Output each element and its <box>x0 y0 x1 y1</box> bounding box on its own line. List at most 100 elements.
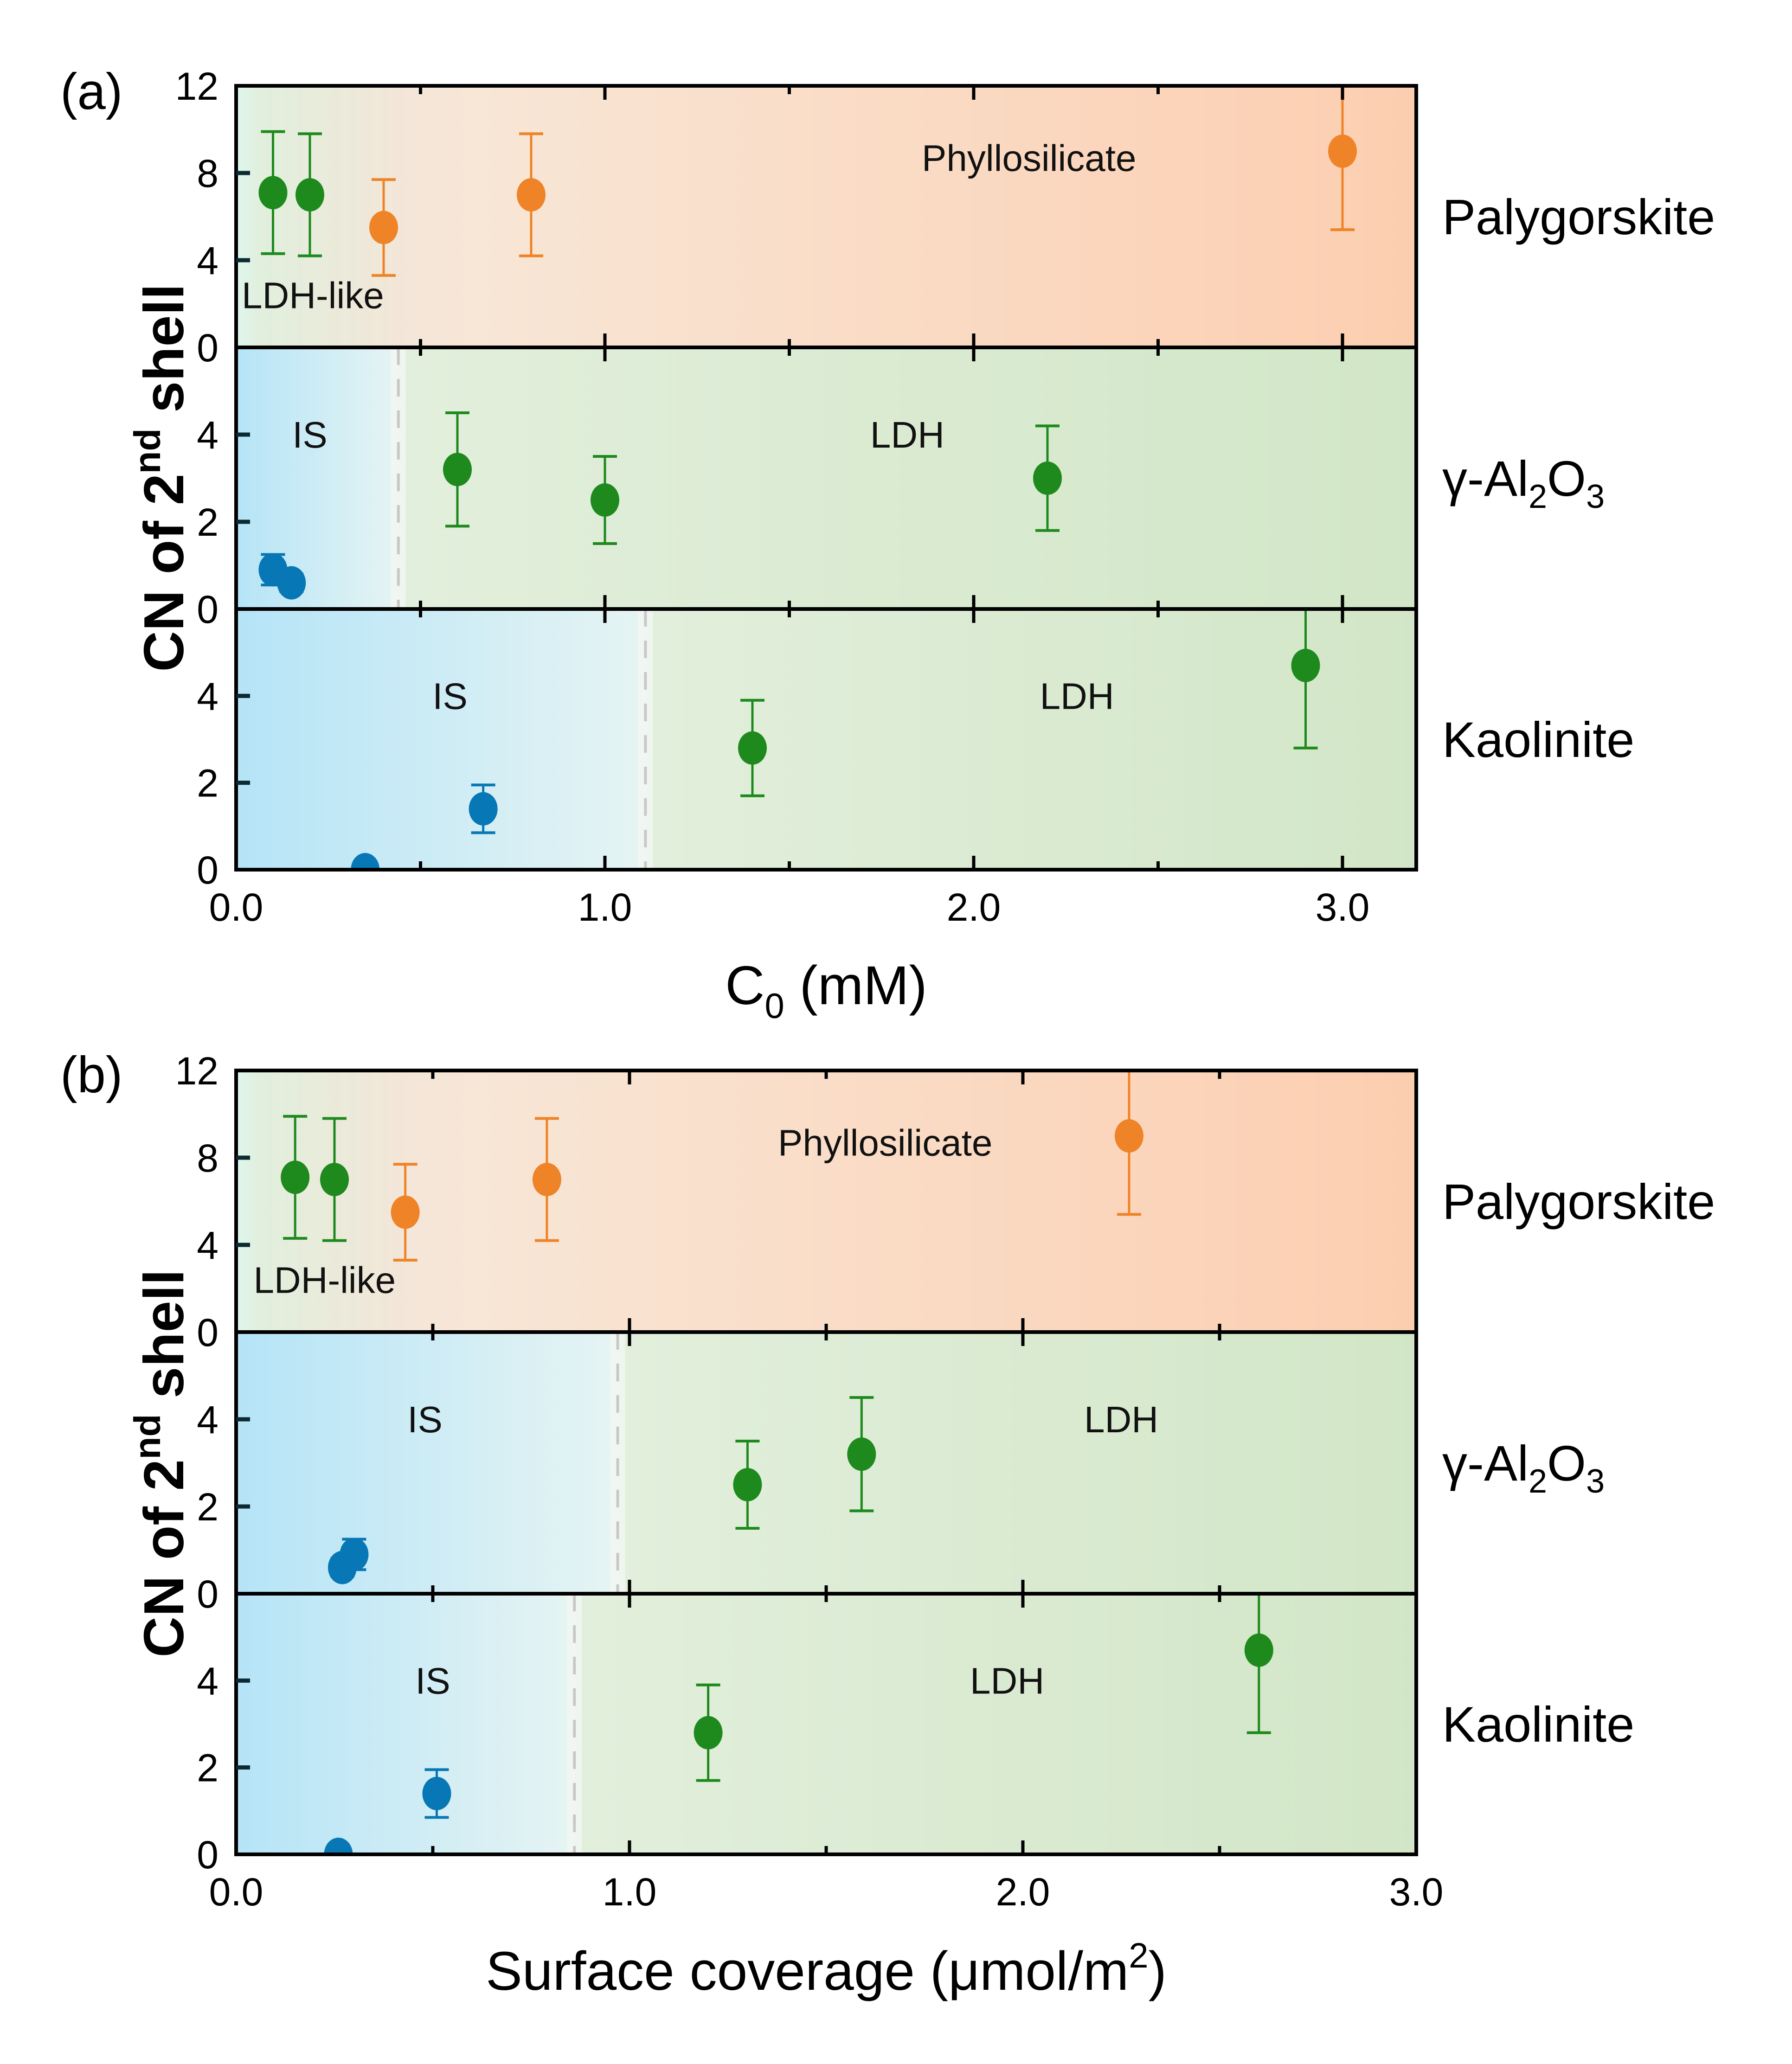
y-tick-label: 0 <box>197 1833 218 1877</box>
data-point <box>738 699 767 797</box>
y-tick-label: 4 <box>197 239 218 282</box>
marker <box>351 853 380 870</box>
background-is-region <box>236 609 646 870</box>
mineral-label: γ-Al2O3 <box>1442 1435 1605 1500</box>
y-tick-label: 12 <box>175 1049 218 1093</box>
y-tick-label: 8 <box>197 1136 218 1180</box>
y-tick-label: 2 <box>197 500 218 544</box>
data-point <box>733 1440 762 1530</box>
marker <box>295 178 324 212</box>
data-point <box>532 1117 561 1242</box>
marker <box>591 483 619 517</box>
marker <box>532 1163 561 1196</box>
y-tick-label: 0 <box>197 588 218 631</box>
y-tick-label: 4 <box>197 1398 218 1442</box>
marker <box>277 566 306 600</box>
subplot-palygorskite-a: LDH-like Phyllosilicate 0 4 8 12 Palygorskite <box>175 64 1715 370</box>
marker <box>1291 648 1320 682</box>
y-tick-label: 2 <box>197 1746 218 1790</box>
y-axis-title: CN of 2nd shell <box>127 284 195 672</box>
background-ldh-region <box>398 347 1416 609</box>
region-label: LDH <box>970 1660 1044 1701</box>
y-tick-label: 4 <box>197 1659 218 1703</box>
x-axis-title: Surface coverage (μmol/m2) <box>486 1936 1167 2002</box>
subplot-palygorskite-b: LDH-like Phyllosilicate 0 4 8 12 Palygorskite <box>175 1049 1715 1354</box>
marker <box>469 792 498 826</box>
marker <box>733 1468 762 1501</box>
mineral-label: Palygorskite <box>1442 1173 1715 1230</box>
data-point <box>351 853 380 870</box>
marker <box>258 176 288 210</box>
data-point <box>281 1115 310 1240</box>
y-tick-label: 4 <box>197 1224 218 1267</box>
data-point <box>324 1838 353 1854</box>
region-label: IS <box>407 1399 443 1440</box>
y-tick-label: 0 <box>197 326 218 370</box>
subplot-al-a: IS LDH 0 2 4 γ-Al2O3 <box>197 346 1605 631</box>
data-point <box>1114 1070 1143 1216</box>
data-point <box>369 178 398 277</box>
region-label: Phyllosilicate <box>922 137 1136 179</box>
marker <box>738 731 767 765</box>
data-point <box>443 411 472 528</box>
panel-letter: (a) <box>60 63 122 120</box>
x-axis-title: C0 (mM) <box>725 955 927 1026</box>
y-tick-label: 4 <box>197 674 218 718</box>
data-point <box>422 1768 451 1819</box>
region-label: Phyllosilicate <box>778 1122 992 1163</box>
x-tick-label: 1.0 <box>603 1870 657 1914</box>
data-point <box>340 1538 369 1571</box>
data-point <box>320 1117 349 1242</box>
data-point <box>1033 424 1062 532</box>
background-is-region <box>236 1332 618 1594</box>
y-tick-label: 2 <box>197 1485 218 1529</box>
background-phyllosilicate <box>236 1070 1416 1332</box>
panel-b: LDH-like Phyllosilicate 0 4 8 12 Palygorskite I… <box>60 1046 1715 2002</box>
y-axis-title: CN of 2nd shell <box>127 1269 195 1658</box>
region-label: IS <box>415 1660 450 1701</box>
mineral-label: Palygorskite <box>1442 189 1715 245</box>
marker <box>1033 462 1062 495</box>
x-tick-label: 1.0 <box>578 885 632 929</box>
mineral-label: Kaolinite <box>1442 712 1634 768</box>
x-tick-label: 0.0 <box>209 885 263 929</box>
x-tick-label: 3.0 <box>1316 885 1370 929</box>
marker <box>340 1538 369 1571</box>
data-point <box>391 1163 420 1262</box>
data-point <box>591 455 619 545</box>
marker <box>320 1163 349 1196</box>
panel-a: LDH-like Phyllosilicate 0 4 8 12 Palygorskite I… <box>60 63 1715 1026</box>
background-is-region <box>236 1594 575 1854</box>
subplot-kaolinite-a: IS LDH 0 2 4 Kaolinite <box>197 607 1634 892</box>
y-tick-label: 2 <box>197 762 218 805</box>
marker <box>391 1195 420 1229</box>
marker <box>847 1437 876 1471</box>
marker <box>281 1160 310 1194</box>
mineral-label: γ-Al2O3 <box>1442 450 1605 515</box>
background-ldh-region <box>645 609 1416 870</box>
data-point <box>295 132 324 257</box>
x-tick-label: 3.0 <box>1389 1870 1444 1914</box>
x-tick-label: 2.0 <box>996 1870 1050 1914</box>
region-label: LDH-like <box>242 275 384 316</box>
data-point <box>1328 86 1357 231</box>
x-tick-label: 2.0 <box>947 885 1001 929</box>
y-tick-label: 8 <box>197 152 218 195</box>
region-label: IS <box>292 414 328 455</box>
region-label: LDH <box>870 414 944 455</box>
data-point <box>469 783 498 834</box>
subplot-al-b: IS LDH 0 2 4 γ-Al2O3 <box>197 1330 1605 1616</box>
panel-letter: (b) <box>60 1046 122 1103</box>
marker <box>369 211 398 244</box>
y-tick-label: 0 <box>197 1572 218 1616</box>
data-point <box>517 132 546 257</box>
y-tick-label: 0 <box>197 1311 218 1354</box>
region-label: LDH <box>1040 675 1114 717</box>
marker <box>422 1776 451 1810</box>
marker <box>1328 135 1357 168</box>
data-point <box>1244 1594 1273 1734</box>
marker <box>694 1716 723 1750</box>
marker <box>1114 1119 1143 1153</box>
data-point <box>277 566 306 600</box>
